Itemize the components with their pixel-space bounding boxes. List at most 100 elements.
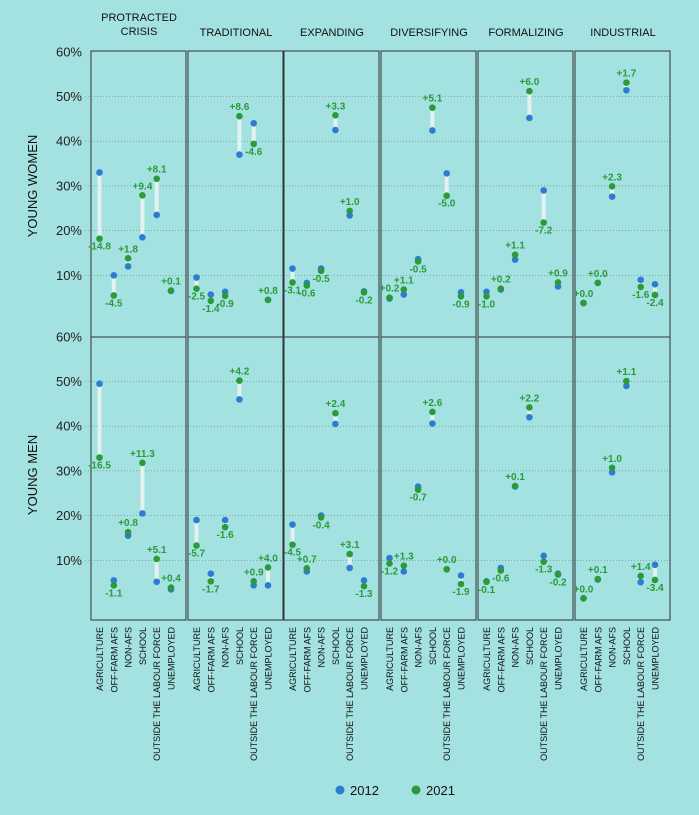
point-2021 xyxy=(346,550,354,558)
point-2021 xyxy=(457,580,465,588)
point-2021 xyxy=(429,408,436,416)
y-tick-label: 30% xyxy=(56,463,82,478)
change-label: +8.6 xyxy=(230,102,250,113)
point-2021 xyxy=(386,560,393,567)
point-2021 xyxy=(651,291,659,299)
point-2012 xyxy=(386,554,393,562)
x-category-label: SCHOOL xyxy=(138,627,148,665)
change-label: -4.6 xyxy=(245,147,263,158)
change-label: -0.6 xyxy=(298,289,316,300)
point-2021 xyxy=(264,564,272,571)
column-title: INDUSTRIAL xyxy=(590,27,655,39)
point-2021 xyxy=(332,111,339,119)
point-2021 xyxy=(540,558,547,565)
point-2012 xyxy=(289,521,296,528)
change-label: +1.1 xyxy=(505,241,525,252)
point-2012 xyxy=(193,516,200,524)
point-2012 xyxy=(207,570,215,578)
x-category-label: OFF-FARM AFS xyxy=(109,627,119,693)
change-label: +0.7 xyxy=(297,554,317,565)
point-2021 xyxy=(594,575,602,583)
legend-marker xyxy=(411,785,421,795)
change-label: -5.0 xyxy=(438,199,456,210)
point-2012 xyxy=(207,291,215,298)
legend-label: 2012 xyxy=(350,783,379,798)
point-2012 xyxy=(443,170,451,177)
change-label: -3.4 xyxy=(646,583,664,594)
point-2021 xyxy=(400,286,408,293)
row-titles: YOUNG WOMEN YOUNG MEN xyxy=(25,135,40,515)
change-label: +6.0 xyxy=(520,77,540,88)
point-2021 xyxy=(236,112,243,120)
chart-legend: 2012 2021 xyxy=(335,783,455,798)
point-2012 xyxy=(429,127,436,134)
panel-frame xyxy=(477,50,574,338)
change-label: +5.1 xyxy=(147,545,167,556)
point-2021 xyxy=(526,87,533,95)
x-category-label: SCHOOL xyxy=(525,627,535,665)
change-label: -2.5 xyxy=(188,292,206,303)
change-label: +0.8 xyxy=(118,518,138,529)
x-category-label: OFF-FARM AFS xyxy=(302,627,312,693)
point-2021 xyxy=(110,292,118,299)
point-2021 xyxy=(483,293,490,300)
y-tick-label: 60% xyxy=(56,329,82,344)
panel-frame xyxy=(187,336,284,621)
point-2012 xyxy=(511,256,519,263)
change-label: +11.3 xyxy=(130,449,155,460)
point-2021 xyxy=(623,79,630,86)
change-label: -4.5 xyxy=(284,548,302,559)
legend-label: 2021 xyxy=(426,783,455,798)
x-category-label: OUTSIDE THE LABOUR FORCE xyxy=(636,627,646,761)
point-2021 xyxy=(608,464,616,472)
point-2021 xyxy=(153,175,160,183)
column-title: FORMALIZING xyxy=(488,27,563,39)
point-2021 xyxy=(511,251,519,259)
panel-frame xyxy=(574,336,671,621)
point-2012 xyxy=(429,420,436,427)
change-label: +0.9 xyxy=(548,268,568,279)
column-titles: PROTRACTED CRISIS TRADITIONAL EXPANDING DIVE… xyxy=(101,12,656,39)
point-2021 xyxy=(386,294,393,301)
point-2021 xyxy=(153,555,160,563)
point-2021 xyxy=(236,377,243,384)
change-label: +5.1 xyxy=(423,94,443,105)
legend-marker xyxy=(335,785,345,795)
x-category-label: SCHOOL xyxy=(235,627,245,665)
change-label: -0.4 xyxy=(312,520,330,531)
change-label: +0.1 xyxy=(588,565,608,576)
point-2021 xyxy=(264,296,272,304)
point-2021 xyxy=(139,459,146,467)
y-tick-label: 40% xyxy=(56,419,82,434)
change-label: -1.2 xyxy=(381,566,399,577)
point-2012 xyxy=(623,382,630,390)
change-label: +2.2 xyxy=(520,393,540,404)
change-label: -1.0 xyxy=(478,299,496,310)
point-2021 xyxy=(221,523,229,531)
point-2021 xyxy=(139,191,146,199)
x-category-label: OFF-FARM AFS xyxy=(496,627,506,693)
point-2012 xyxy=(623,86,630,94)
point-2021 xyxy=(360,582,368,590)
change-label: -1.3 xyxy=(355,589,373,600)
point-2021 xyxy=(637,572,644,580)
point-2021 xyxy=(457,293,465,300)
change-label: +4.0 xyxy=(258,553,278,564)
point-2021 xyxy=(193,285,200,293)
y-tick-label: 20% xyxy=(56,223,82,238)
row-title: YOUNG WOMEN xyxy=(25,135,40,238)
change-label: -1.6 xyxy=(216,530,234,541)
point-2012 xyxy=(221,516,229,524)
x-category-label: AGRICULTURE xyxy=(482,627,492,691)
point-2021 xyxy=(554,279,562,286)
change-label: +0.1 xyxy=(161,276,181,287)
point-2021 xyxy=(400,562,408,569)
change-label: +3.3 xyxy=(326,101,346,112)
point-2021 xyxy=(497,567,505,574)
change-label: -1.6 xyxy=(632,290,650,301)
point-2021 xyxy=(483,578,490,586)
y-tick-label: 40% xyxy=(56,134,82,149)
change-label: -2.4 xyxy=(646,298,664,309)
point-2012 xyxy=(332,420,339,428)
x-category-label: OUTSIDE THE LABOUR FORCE xyxy=(442,627,452,761)
